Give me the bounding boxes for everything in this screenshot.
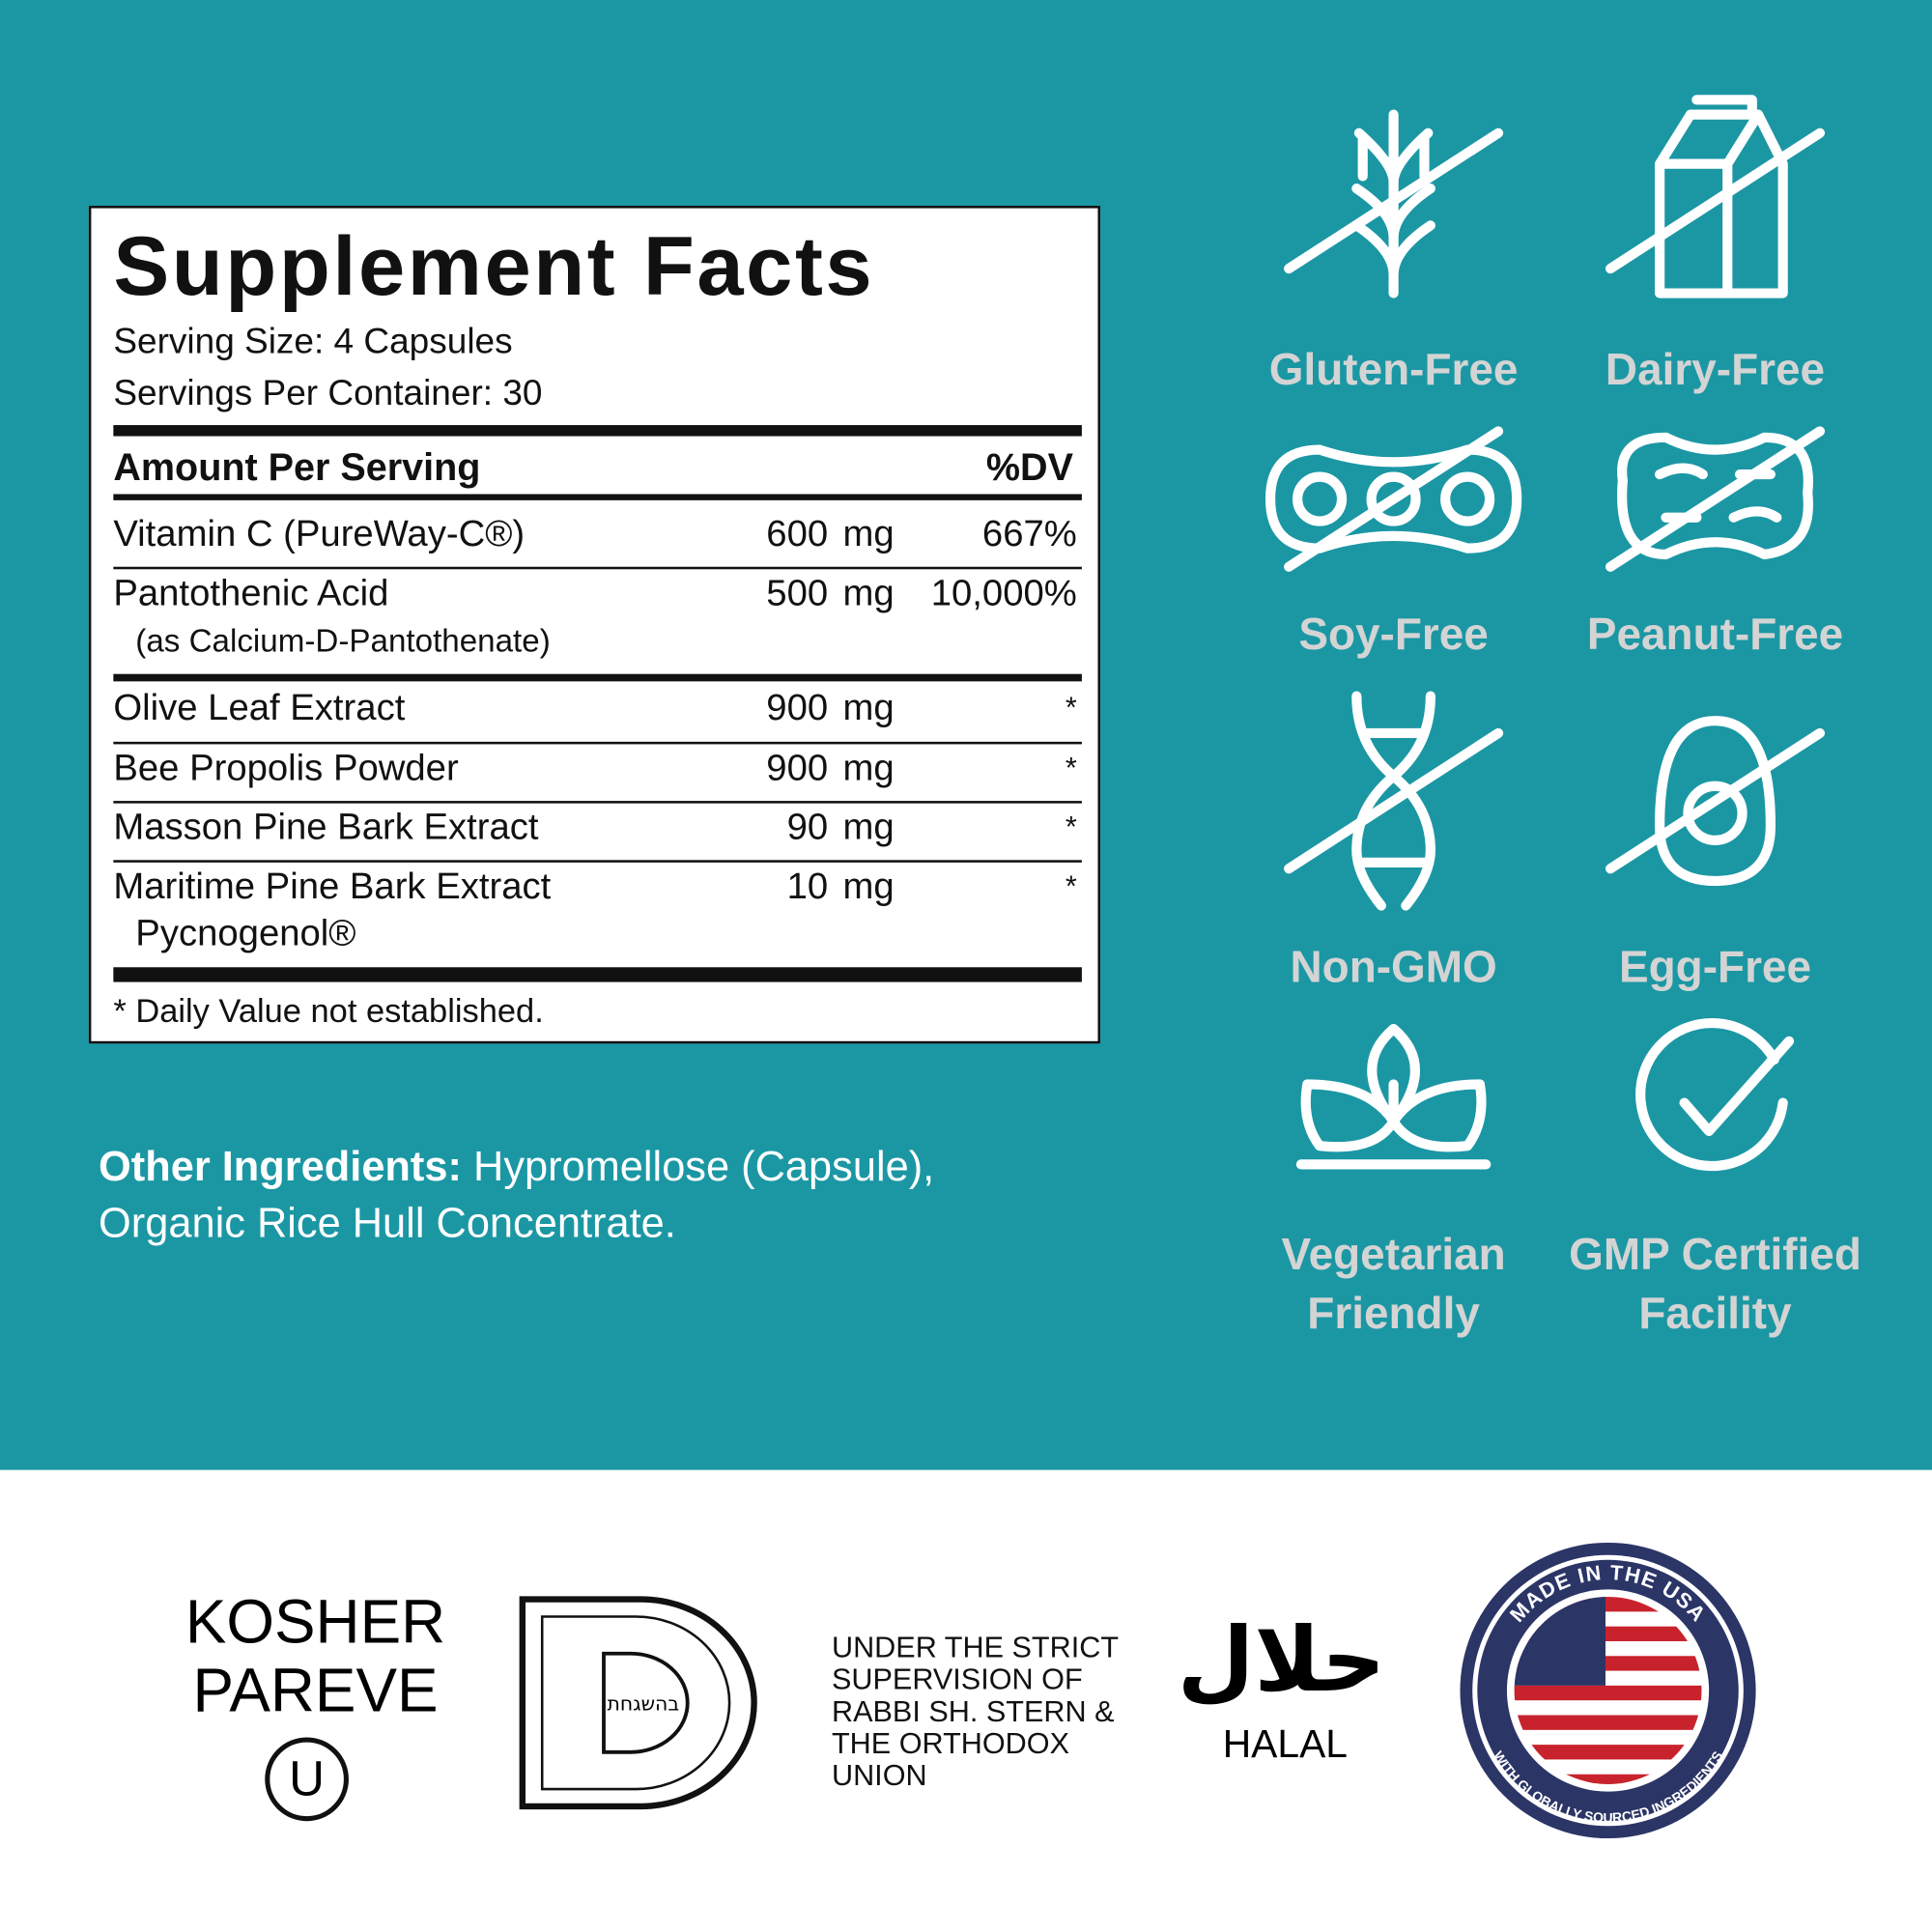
supervision-text: RABBI SH. STERN & — [831, 1695, 1115, 1729]
badge-icons — [1264, 95, 1826, 1172]
amount-header: Amount Per Serving — [113, 445, 481, 489]
badge-icon — [1295, 1023, 1492, 1170]
ingredient-name: Maritime Pine Bark Extract — [113, 866, 552, 907]
amount: 90 — [786, 807, 829, 848]
badge-label: GMP Certified Facility — [1530, 1225, 1900, 1343]
daily-value: * — [1065, 869, 1077, 903]
ingredient-sub: (as Calcium-D-Pantothenate) — [135, 622, 551, 660]
badge-label-line: Friendly — [1307, 1287, 1480, 1339]
unit: mg — [842, 513, 895, 554]
supervision-text: UNION — [831, 1759, 927, 1793]
badge-label-line: Egg-Free — [1619, 941, 1812, 992]
badge-label-line: Non-GMO — [1290, 941, 1497, 992]
seal-text: בהשגחת — [607, 1691, 679, 1715]
supervision-text: THE ORTHODOX — [831, 1727, 1070, 1761]
other-ingredients-line: Other Ingredients: Hypromellose (Capsule… — [99, 1146, 934, 1187]
badge-icon — [1605, 95, 1826, 298]
medium-rule — [113, 494, 1082, 500]
daily-value: 667% — [981, 513, 1077, 554]
badge-label: Non-GMO — [1208, 938, 1578, 997]
seal-outline — [519, 1596, 757, 1810]
badge-label-line: Vegetarian — [1281, 1228, 1506, 1279]
facts-title: Supplement Facts — [113, 219, 875, 313]
badge-label-line: Soy-Free — [1298, 609, 1489, 660]
ingredient-name: Masson Pine Bark Extract — [113, 807, 539, 848]
badge-icon — [1635, 1017, 1795, 1172]
kosher-text: KOSHER — [185, 1586, 446, 1657]
ingredient-name: Vitamin C (PureWay-C®) — [113, 513, 526, 554]
ou-circle — [265, 1737, 349, 1822]
halal-label: HALAL — [1223, 1721, 1348, 1766]
badge-label-line: GMP Certified — [1569, 1228, 1861, 1279]
halal-arabic: حلال — [1178, 1608, 1386, 1712]
amount: 500 — [766, 573, 829, 614]
badge-icon — [1284, 109, 1504, 298]
daily-value: 10,000% — [930, 573, 1077, 614]
serving-size: Serving Size: 4 Capsules — [113, 322, 513, 362]
ingredient-sub: Pycnogenol® — [135, 913, 356, 954]
badge-label-line: Gluten-Free — [1268, 343, 1519, 395]
ingredient-name: Bee Propolis Powder — [113, 748, 459, 789]
kosher-text: PAREVE — [192, 1656, 439, 1725]
seal-inner — [540, 1615, 731, 1791]
supplement-facts-panel: Supplement Facts Serving Size: 4 Capsule… — [88, 206, 1101, 1044]
row-rule — [113, 860, 1082, 863]
seal-d — [602, 1651, 690, 1754]
dv-header: %DV — [985, 445, 1073, 489]
amount: 10 — [786, 866, 829, 907]
other-ingredients-text: Hypromellose (Capsule), — [472, 1143, 935, 1191]
footnote: * Daily Value not established. — [113, 992, 544, 1030]
ou-symbol: U — [289, 1750, 325, 1805]
unit: mg — [842, 866, 895, 907]
certification-graphics: U בהשגחת حلال HALAL MADE IN THE USA WITH — [265, 1542, 1756, 1839]
supervision-text: SUPERVISION OF — [831, 1662, 1083, 1697]
badge-label: Dairy-Free — [1530, 340, 1900, 399]
thick-rule — [113, 425, 1082, 437]
unit: mg — [842, 687, 895, 728]
badge-label: Gluten-Free — [1208, 340, 1578, 399]
daily-value: * — [1065, 810, 1077, 844]
amount: 900 — [766, 687, 829, 728]
unit: mg — [842, 748, 895, 789]
badge-icon — [1264, 426, 1522, 572]
badge-icon — [1284, 691, 1504, 911]
badge-label: Egg-Free — [1530, 938, 1900, 997]
other-ingredients-label: Other Ingredients: — [99, 1143, 462, 1191]
supervision-text: UNDER THE STRICT — [831, 1631, 1120, 1665]
ingredient-name: Olive Leaf Extract — [113, 687, 406, 728]
unit: mg — [842, 807, 895, 848]
row-rule — [113, 673, 1082, 682]
unit: mg — [842, 573, 895, 614]
amount: 600 — [766, 513, 829, 554]
badge-label: Soy-Free — [1208, 605, 1578, 664]
badge-label-line: Peanut-Free — [1586, 609, 1844, 660]
ingredient-name: Pantothenic Acid — [113, 573, 389, 614]
daily-value: * — [1065, 752, 1077, 785]
usa-flag — [1514, 1597, 1702, 1784]
badge-label: Vegetarian Friendly — [1208, 1225, 1578, 1343]
badge-label-line: Dairy-Free — [1605, 343, 1826, 395]
badge-label-line: Facility — [1638, 1287, 1792, 1339]
other-ingredients-text: Organic Rice Hull Concentrate. — [99, 1200, 676, 1247]
amount: 900 — [766, 748, 829, 789]
badge-icon — [1605, 716, 1826, 887]
daily-value: * — [1065, 691, 1077, 724]
row-rule — [113, 741, 1082, 745]
thick-rule — [113, 967, 1082, 982]
row-rule — [113, 566, 1082, 570]
row-rule — [113, 801, 1082, 804]
servings-per-container: Servings Per Container: 30 — [113, 374, 543, 413]
badge-icon — [1605, 426, 1826, 572]
badge-label: Peanut-Free — [1530, 605, 1900, 664]
